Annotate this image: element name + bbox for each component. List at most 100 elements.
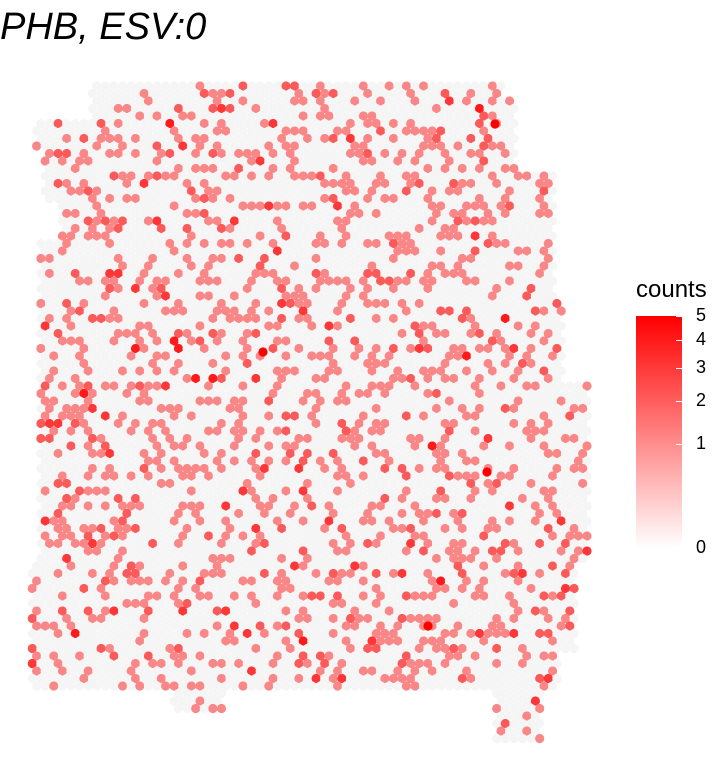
spot [479,126,489,136]
spot [487,291,497,301]
spot [414,103,424,114]
spot [204,231,214,241]
spot [457,298,467,309]
spot [216,103,227,114]
spot [135,171,145,181]
spot [513,261,523,271]
spot [328,223,338,234]
spot [315,126,325,136]
spot [298,306,308,316]
spot [328,283,338,294]
spot [62,208,72,219]
spot [345,193,356,204]
spot [156,268,166,279]
spot [367,246,377,256]
spot [44,373,55,384]
spot [66,351,76,361]
spot [96,103,106,114]
spot [393,351,403,361]
spot [251,103,261,114]
spot [148,133,158,144]
spot [358,231,368,241]
spot [251,193,261,204]
spot [294,268,304,279]
spot [118,216,128,226]
spot [315,216,325,226]
spot [345,88,356,99]
spot [543,328,553,339]
spot [500,103,510,114]
spot [500,358,510,369]
spot [530,201,541,211]
spot [53,283,63,294]
spot [290,276,300,286]
spot [535,238,545,249]
spot [423,328,433,339]
spot [96,283,106,294]
spot [492,163,502,174]
spot [552,313,562,324]
spot [212,201,222,211]
spot [328,238,338,249]
spot [191,298,201,309]
spot [40,126,50,136]
spot [229,216,239,226]
spot [126,81,136,91]
spot [62,343,72,354]
spot [169,366,179,376]
spot [92,261,102,271]
spot [130,358,141,369]
spot [208,703,218,714]
spot [436,306,446,316]
spot [427,231,437,241]
spot [87,118,98,129]
spot [294,298,304,309]
spot [277,298,287,309]
spot [320,358,330,369]
spot [505,366,515,376]
spot [268,358,278,369]
spot [281,156,291,166]
spot [315,351,325,361]
spot [152,366,162,376]
spot [255,126,265,136]
spot [221,366,231,376]
spot [367,321,377,331]
spot [552,358,562,369]
spot [388,358,399,369]
spot [277,118,287,129]
spot [277,313,287,324]
spot [492,178,502,189]
spot [221,201,231,211]
spot [165,358,175,369]
spot [199,283,209,294]
spot [397,253,407,264]
spot [517,268,528,279]
spot [548,246,558,256]
spot [113,163,123,174]
spot [135,276,145,286]
spot [315,306,325,316]
spot [539,321,549,331]
spot [380,253,390,264]
spot [431,358,442,369]
spot [169,171,179,181]
spot [122,238,132,249]
spot [92,366,102,376]
spot [290,246,300,256]
spot [264,276,274,286]
spot [126,111,136,121]
spot [199,163,209,174]
spot [324,261,334,271]
spot [470,321,480,331]
spot [535,313,545,324]
spot [173,343,184,354]
spot [427,126,437,136]
spot [384,96,394,106]
spot [358,186,368,196]
spot [161,126,171,136]
spot [505,126,515,136]
spot [178,291,188,301]
legend-title: counts [636,276,707,303]
